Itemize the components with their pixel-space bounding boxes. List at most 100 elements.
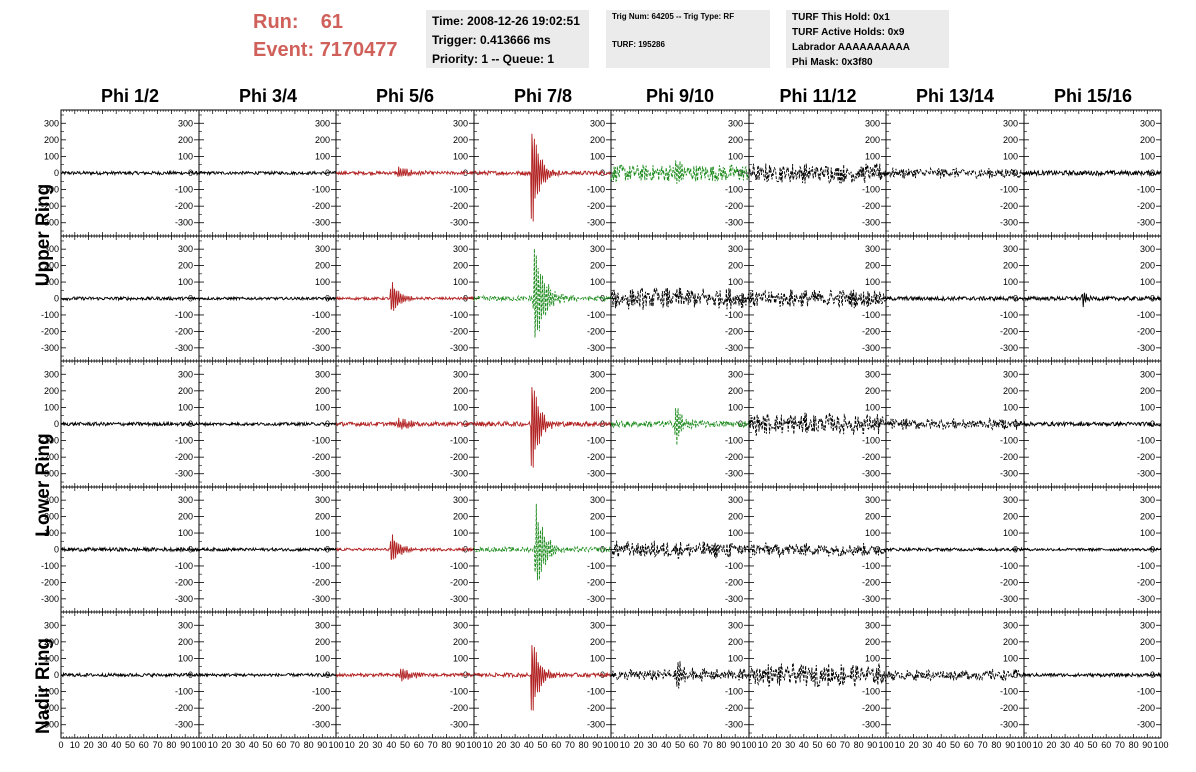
turf-active-text: TURF Active Holds: 0x9 (792, 27, 905, 38)
waveform-trace (885, 417, 1025, 431)
y-tick-label-left: -100 (41, 436, 59, 446)
phi-mask-text: Phi Mask: 0x3f80 (792, 57, 873, 68)
y-tick-label: 300 (728, 118, 743, 128)
y-tick-label: 300 (315, 369, 330, 379)
y-tick-label: -200 (1137, 201, 1155, 211)
y-tick-label: -100 (450, 185, 468, 195)
y-tick-label: -200 (1000, 577, 1018, 587)
y-tick-label: -300 (450, 594, 468, 604)
waveform-trace (610, 160, 750, 184)
y-tick-label: 300 (865, 369, 880, 379)
waveform-trace (335, 166, 475, 177)
y-tick-label: -300 (1137, 343, 1155, 353)
y-tick-label: -200 (862, 201, 880, 211)
y-tick-label: -100 (725, 436, 743, 446)
run-value: 61 (320, 11, 344, 33)
y-tick-label: -300 (175, 218, 193, 228)
y-tick-label-left: -200 (41, 452, 59, 462)
y-tick-label: 100 (590, 528, 605, 538)
y-tick-label: 200 (865, 261, 880, 271)
y-tick-label: -200 (587, 577, 605, 587)
y-tick-label: -300 (175, 720, 193, 730)
y-tick-label: 200 (1003, 512, 1018, 522)
y-tick-label: 300 (453, 369, 468, 379)
panel-r0-c2: -300 -200 -100 0 100 200 300 (335, 109, 475, 237)
y-tick-label: -100 (175, 310, 193, 320)
y-tick-label: -200 (587, 326, 605, 336)
y-tick-label: -300 (1137, 469, 1155, 479)
y-tick-label: 100 (453, 402, 468, 412)
waveform-trace (61, 295, 200, 302)
y-tick-label: -300 (1000, 343, 1018, 353)
y-tick-label: 300 (1003, 369, 1018, 379)
y-tick-label: -200 (175, 326, 193, 336)
y-tick-label: -200 (725, 452, 743, 462)
y-tick-label: -300 (862, 469, 880, 479)
y-tick-label: 0 (875, 419, 880, 429)
column-header-phi-11-12: Phi 11/12 (779, 86, 857, 106)
y-tick-label: 300 (1003, 118, 1018, 128)
y-tick-label: 300 (728, 495, 743, 505)
y-tick-label: -300 (1137, 594, 1155, 604)
waveform-trace (610, 408, 750, 446)
column-header-phi-15-16: Phi 15/16 (1053, 86, 1133, 106)
y-tick-label: 100 (315, 151, 330, 161)
y-tick-label: 100 (178, 528, 193, 538)
y-tick-label-left: 300 (44, 118, 59, 128)
y-tick-label-left: 0 (54, 670, 59, 680)
y-tick-label: -100 (312, 310, 330, 320)
priority-text: Priority: 1 -- Queue: 1 (432, 52, 555, 66)
y-tick-label-left: -300 (41, 218, 59, 228)
y-tick-label: -200 (862, 326, 880, 336)
y-tick-label: 0 (1150, 168, 1155, 178)
y-tick-label: -200 (587, 201, 605, 211)
y-tick-label-left: -200 (41, 703, 59, 713)
y-tick-label: -300 (312, 594, 330, 604)
panel-r0-c3: -300 -200 -100 0 100 200 300 (473, 109, 612, 237)
waveform-trace (335, 282, 475, 311)
y-tick-label: -100 (725, 185, 743, 195)
y-tick-label: 100 (1003, 277, 1018, 287)
column-header-phi-3-4: Phi 3/4 (238, 86, 298, 106)
y-tick-label: 100 (315, 277, 330, 287)
y-tick-label: -100 (862, 436, 880, 446)
y-tick-label: 100 (728, 151, 743, 161)
y-tick-label: -200 (725, 577, 743, 587)
y-tick-label-left: -200 (41, 326, 59, 336)
y-tick-label: -200 (862, 577, 880, 587)
labrador-text: Labrador AAAAAAAAAA (792, 42, 910, 53)
y-tick-label: 200 (590, 386, 605, 396)
y-tick-label: -200 (1000, 326, 1018, 336)
y-tick-label: 300 (590, 118, 605, 128)
waveform-trace (198, 546, 337, 553)
waveform-trace (60, 420, 200, 428)
panel-r1-c5: -300 -200 -100 0 100 200 300 (748, 235, 887, 362)
y-tick-label: -300 (450, 469, 468, 479)
y-tick-label: -300 (312, 469, 330, 479)
column-header-phi-7-8: Phi 7/8 (513, 86, 573, 106)
run-label: Run: (253, 11, 299, 33)
trigger-info-box: Trig Num: 64205 -- Trig Type: RF TURF: 1… (606, 10, 770, 68)
event-value: 7170477 (319, 39, 398, 61)
y-tick-label: 100 (315, 528, 330, 538)
y-tick-label: 300 (315, 244, 330, 254)
waveform-trace (60, 169, 200, 177)
y-tick-label: 100 (453, 277, 468, 287)
y-tick-label: -200 (312, 577, 330, 587)
y-tick-label: -100 (725, 310, 743, 320)
run-event-block: Run: 61 Event: 7170477 (253, 8, 398, 64)
y-tick-label: 300 (453, 244, 468, 254)
y-tick-label: 300 (1140, 495, 1155, 505)
waveform-trace (748, 412, 887, 436)
y-tick-label: -200 (1137, 326, 1155, 336)
y-tick-label: -100 (1000, 185, 1018, 195)
y-tick-label: -300 (1000, 218, 1018, 228)
y-tick-label: 300 (178, 369, 193, 379)
y-tick-label: 300 (178, 244, 193, 254)
panel-r1-c0: -300-300-200-200-100-1000010010020020030… (41, 235, 200, 362)
y-tick-label: 200 (453, 261, 468, 271)
